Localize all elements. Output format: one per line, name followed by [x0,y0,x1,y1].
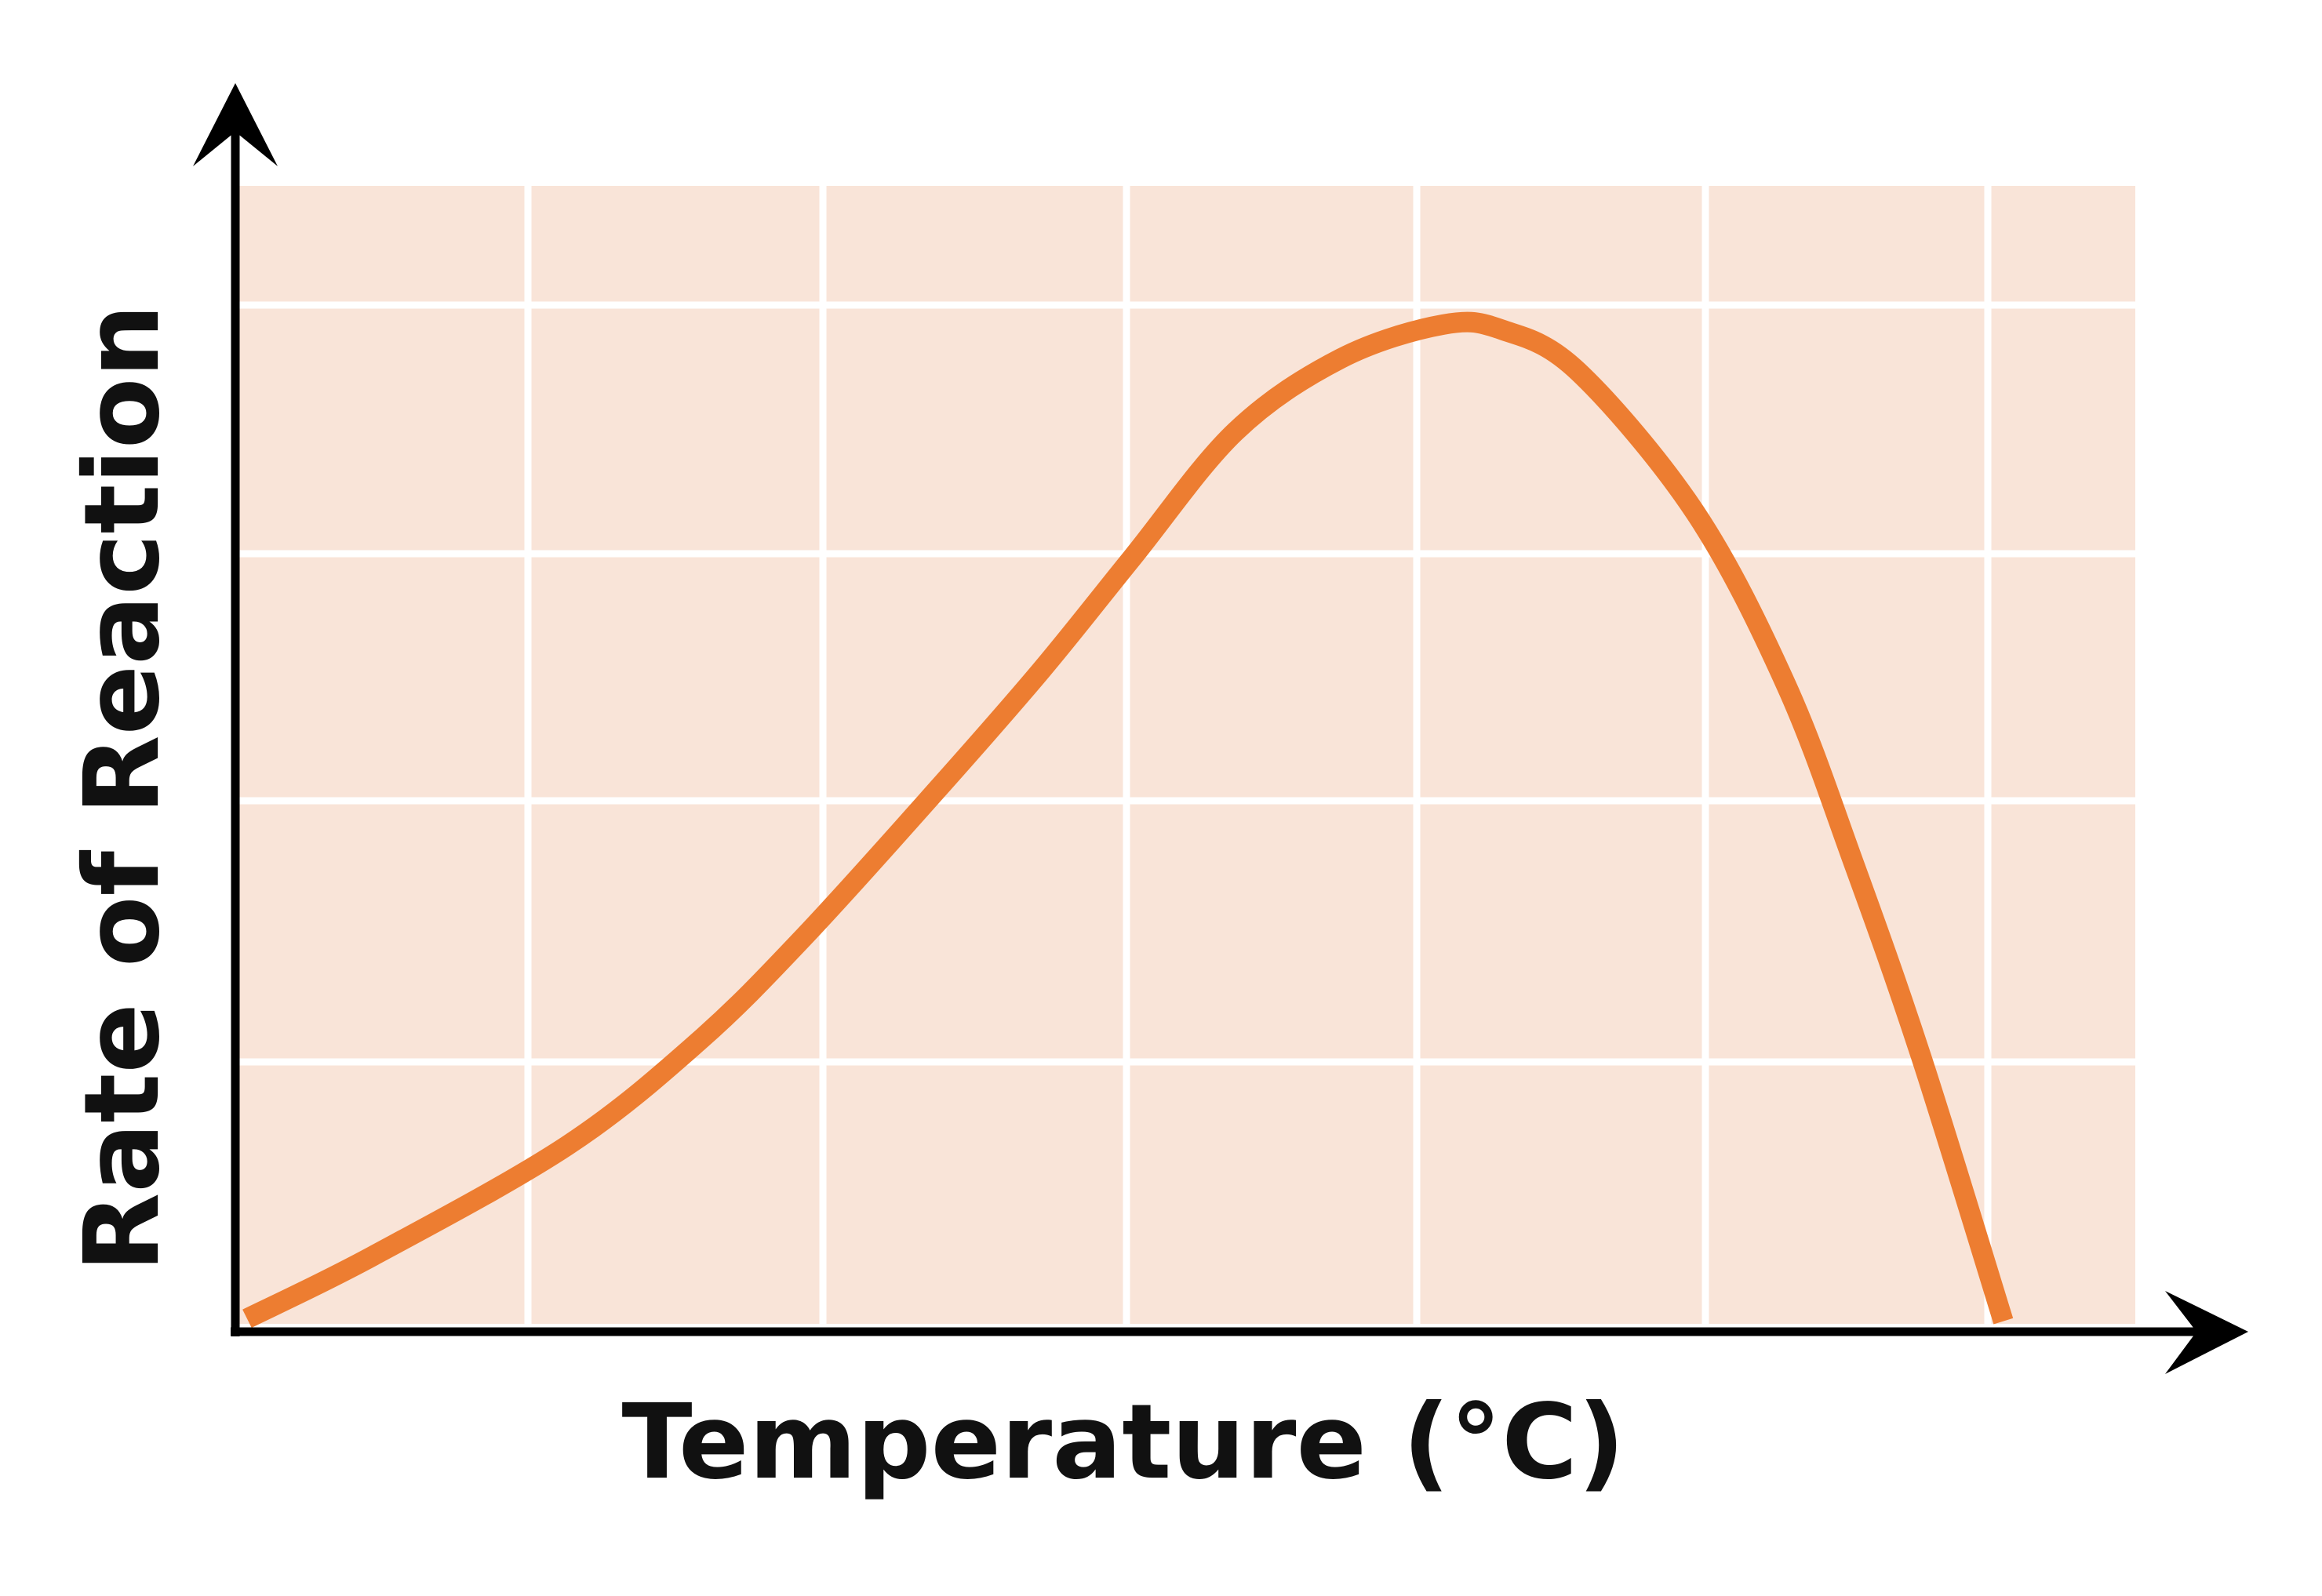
y-axis-arrow [193,83,278,166]
y-axis-label: Rate of Reaction [62,304,183,1273]
series-layer [242,311,2014,1328]
plot-background [235,186,2135,1324]
x-axis-arrow [2165,1291,2248,1374]
axes [231,118,2220,1336]
line-series [242,311,2014,1328]
grid [235,186,2135,1324]
x-axis-label: Temperature (°C) [622,1382,1625,1503]
